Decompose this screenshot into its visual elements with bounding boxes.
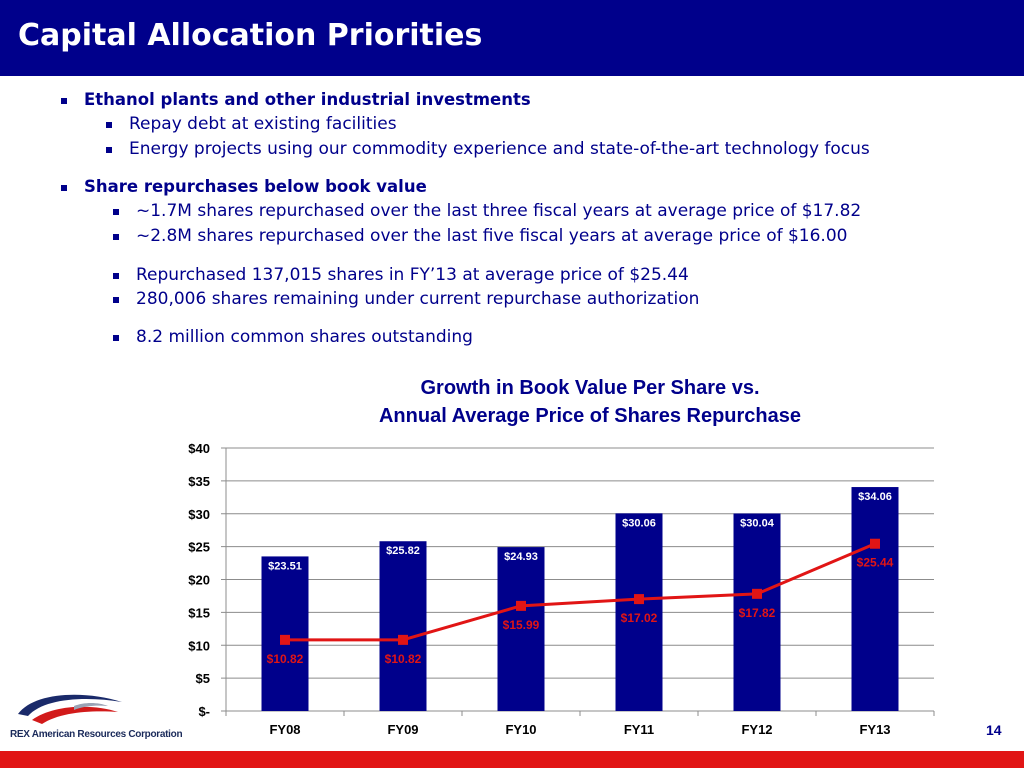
bullet-square-icon (113, 273, 119, 279)
bullet-fy13-repurchase: Repurchased 137,015 shares in FY’13 at a… (136, 265, 689, 285)
bullet-square-icon (113, 335, 119, 341)
title-bar: Capital Allocation Priorities (0, 0, 1024, 76)
y-tick-label: $10 (188, 638, 210, 653)
line-point-fy12 (752, 588, 762, 599)
bar-value-label: $23.51 (268, 560, 302, 572)
bullet-ethanol-plants: Ethanol plants and other industrial inve… (84, 90, 531, 109)
chart-title-line1: Growth in Book Value Per Share vs. (420, 377, 760, 399)
bullet-square-icon (61, 98, 67, 104)
y-tick-label: $35 (188, 474, 210, 489)
x-category-label: FY11 (624, 722, 654, 737)
bar-value-label: $24.93 (504, 551, 538, 563)
y-tick-label: $- (198, 704, 210, 719)
line-value-label: $15.99 (503, 618, 540, 632)
page-number: 14 (986, 722, 1002, 738)
y-tick-label: $5 (196, 671, 210, 686)
bar-value-label: $25.82 (386, 545, 420, 557)
bar-value-label: $34.06 (858, 491, 892, 503)
company-name: REX American Resources Corporation (10, 729, 183, 740)
bar-fy09 (379, 541, 427, 711)
y-tick-label: $40 (188, 441, 210, 456)
x-category-label: FY12 (741, 722, 772, 737)
line-point-fy10 (516, 600, 526, 611)
bullet-square-icon (106, 122, 112, 128)
x-category-label: FY09 (387, 722, 418, 737)
line-point-fy11 (634, 594, 644, 605)
y-tick-label: $30 (188, 507, 210, 522)
y-tick-label: $15 (188, 605, 210, 620)
bullet-share-repurchases: Share repurchases below book value (84, 177, 427, 196)
line-value-label: $17.02 (621, 611, 658, 625)
bullet-square-icon (113, 234, 119, 240)
line-point-fy09 (398, 634, 408, 645)
line-value-label: $10.82 (385, 652, 422, 666)
bar-fy08 (261, 556, 309, 711)
bullet-energy-projects: Energy projects using our commodity expe… (129, 139, 870, 159)
line-value-label: $10.82 (267, 652, 304, 666)
y-tick-label: $25 (188, 540, 210, 555)
slide-title: Capital Allocation Priorities (18, 18, 483, 53)
bullet-repay-debt: Repay debt at existing facilities (129, 114, 397, 134)
bar-value-label: $30.04 (740, 517, 775, 529)
bullet-three-year-repurchase: ~1.7M shares repurchased over the last t… (136, 201, 862, 221)
x-category-label: FY10 (505, 722, 536, 737)
bullet-square-icon (61, 185, 67, 191)
bar-fy11 (615, 513, 663, 711)
line-value-label: $17.82 (739, 606, 776, 620)
bar-value-label: $30.06 (622, 517, 656, 529)
bullet-five-year-repurchase: ~2.8M shares repurchased over the last f… (136, 226, 848, 246)
bullet-square-icon (113, 297, 119, 303)
bullet-square-icon (113, 209, 119, 215)
bar-fy12 (733, 513, 781, 711)
rex-logo-icon (18, 694, 122, 724)
line-value-label: $25.44 (857, 556, 894, 570)
y-tick-label: $20 (188, 573, 210, 588)
repurchase-price-line (285, 542, 876, 642)
x-category-label: FY08 (269, 722, 300, 737)
bar-fy13 (851, 487, 899, 711)
line-point-fy08 (280, 634, 290, 645)
bullet-square-icon (106, 147, 112, 153)
chart-title-line2: Annual Average Price of Shares Repurchas… (378, 405, 801, 427)
bullet-shares-outstanding: 8.2 million common shares outstanding (136, 327, 473, 347)
line-point-fy13 (870, 538, 880, 549)
bullet-remaining-authorization: 280,006 shares remaining under current r… (136, 289, 700, 309)
bar-fy10 (497, 547, 545, 711)
footer-bar (0, 751, 1024, 768)
x-category-label: FY13 (859, 722, 890, 737)
